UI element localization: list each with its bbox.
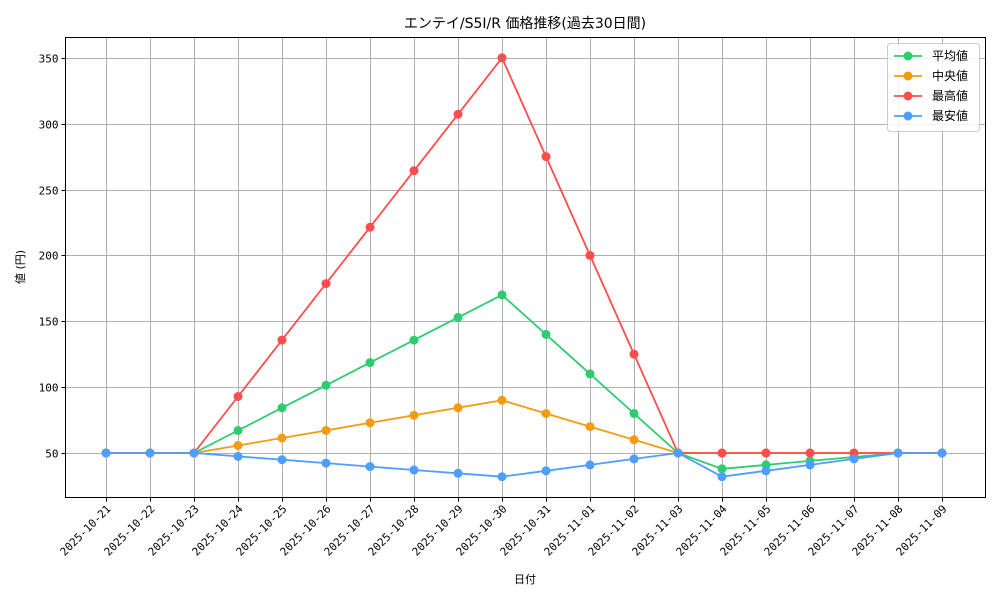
data-point xyxy=(409,410,419,420)
data-point xyxy=(541,329,551,339)
legend-label: 平均値 xyxy=(932,48,968,63)
data-point xyxy=(585,460,595,470)
plot-frame xyxy=(65,37,986,498)
data-point xyxy=(585,422,595,432)
data-point xyxy=(277,403,287,413)
data-point xyxy=(409,465,419,475)
legend-label: 最高値 xyxy=(932,88,968,103)
data-point xyxy=(541,466,551,476)
data-point xyxy=(233,451,243,461)
legend-label: 中央値 xyxy=(932,68,968,83)
data-point xyxy=(277,455,287,465)
legend-item: 最安値 xyxy=(894,108,968,123)
data-point xyxy=(277,335,287,345)
data-point xyxy=(145,448,155,458)
x-axis-label: 日付 xyxy=(514,573,536,586)
data-point xyxy=(453,468,463,478)
series-平均値 xyxy=(101,290,947,474)
data-point xyxy=(497,53,507,63)
data-point xyxy=(937,448,947,458)
x-axis: 2025-10-212025-10-222025-10-232025-10-24… xyxy=(58,497,950,558)
series-line xyxy=(106,399,942,454)
data-point xyxy=(761,448,771,458)
data-point xyxy=(585,369,595,379)
data-point xyxy=(717,448,727,458)
data-point xyxy=(673,448,683,458)
data-point xyxy=(453,403,463,413)
y-tick-label: 200 xyxy=(39,250,59,263)
data-point xyxy=(321,458,331,468)
legend-item: 最高値 xyxy=(894,88,968,103)
data-point xyxy=(541,409,551,418)
y-tick-label: 150 xyxy=(39,316,59,329)
chart-title: エンテイ/S5I/R 価格推移(過去30日間) xyxy=(404,16,646,32)
data-point xyxy=(365,462,375,472)
y-axis-label: 値 (円) xyxy=(14,250,27,284)
legend-item: 中央値 xyxy=(894,68,968,83)
data-point xyxy=(321,279,331,289)
grid xyxy=(65,37,986,498)
data-point xyxy=(629,435,639,445)
series-line xyxy=(106,293,942,470)
data-point xyxy=(453,109,463,119)
data-point xyxy=(101,448,111,458)
data-point xyxy=(321,426,331,435)
data-point xyxy=(409,335,419,345)
data-point xyxy=(629,349,639,359)
y-tick-label: 50 xyxy=(45,448,58,461)
data-point xyxy=(365,358,375,368)
data-point xyxy=(233,392,243,401)
data-point xyxy=(805,448,815,458)
data-point xyxy=(453,312,463,322)
legend-marker-icon xyxy=(903,111,913,121)
data-point xyxy=(321,380,331,390)
data-point xyxy=(849,454,859,464)
y-tick-label: 350 xyxy=(39,53,59,66)
y-tick-label: 250 xyxy=(39,185,59,198)
legend-marker-icon xyxy=(903,71,913,81)
data-point xyxy=(409,166,419,176)
legend-box xyxy=(887,43,980,132)
data-point xyxy=(541,152,551,162)
data-point xyxy=(365,418,375,428)
series-line xyxy=(106,56,942,454)
data-point xyxy=(717,472,727,482)
data-point xyxy=(717,464,727,474)
data-point xyxy=(761,466,771,476)
data-point xyxy=(893,448,903,458)
data-point xyxy=(233,441,243,450)
series-最安値 xyxy=(101,448,947,482)
data-point xyxy=(497,472,507,482)
data-point xyxy=(585,250,595,260)
data-point xyxy=(277,433,287,443)
data-point xyxy=(497,290,507,300)
legend-item: 平均値 xyxy=(894,48,968,63)
y-axis: 50 100 150 200 250 300 350 xyxy=(39,53,66,461)
data-point xyxy=(497,395,507,405)
legend-marker-icon xyxy=(903,91,913,101)
legend-label: 最安値 xyxy=(932,108,968,123)
data-point xyxy=(189,448,199,458)
series-lines xyxy=(101,53,947,482)
data-point xyxy=(365,222,375,232)
series-line xyxy=(106,452,942,478)
legend-marker-icon xyxy=(903,51,913,61)
y-tick-label: 100 xyxy=(39,382,59,395)
data-point xyxy=(233,426,243,435)
data-point xyxy=(629,409,639,418)
y-tick-label: 300 xyxy=(39,119,59,132)
data-point xyxy=(805,460,815,470)
data-point xyxy=(629,454,639,464)
series-中央値 xyxy=(101,395,947,458)
